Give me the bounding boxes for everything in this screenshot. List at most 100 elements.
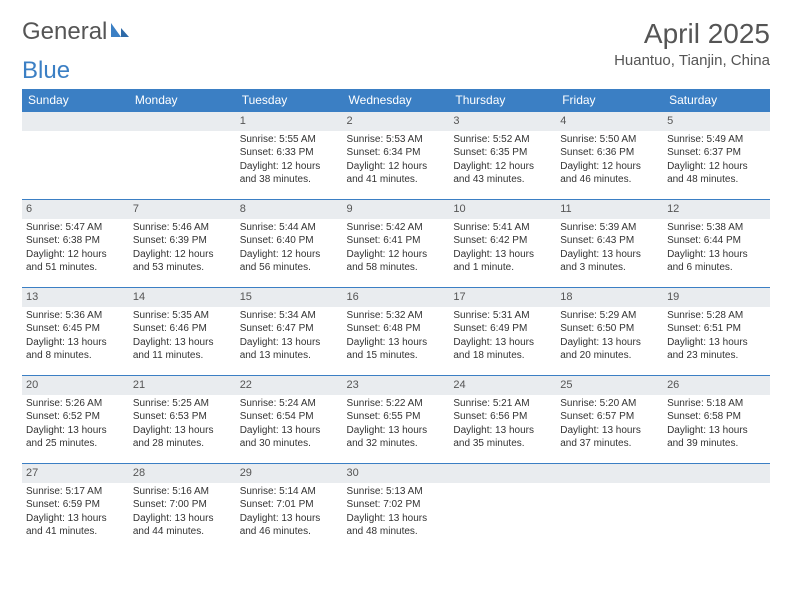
logo-text-1: General <box>22 18 107 46</box>
weekday-header: Thursday <box>449 89 556 112</box>
weekday-header: Sunday <box>22 89 129 112</box>
day-number: 19 <box>663 288 770 307</box>
calendar-day-cell <box>556 464 663 552</box>
day-details: Sunrise: 5:49 AMSunset: 6:37 PMDaylight:… <box>667 133 766 187</box>
day-number: 16 <box>343 288 450 307</box>
day-number: 23 <box>343 376 450 395</box>
day-number: 8 <box>236 200 343 219</box>
calendar-day-cell: 29 Sunrise: 5:14 AMSunset: 7:01 PMDayligh… <box>236 464 343 552</box>
day-details: Sunrise: 5:22 AMSunset: 6:55 PMDaylight:… <box>347 397 446 451</box>
day-number: 22 <box>236 376 343 395</box>
weekday-header: Saturday <box>663 89 770 112</box>
calendar-day-cell: 13 Sunrise: 5:36 AMSunset: 6:45 PMDayligh… <box>22 288 129 376</box>
calendar-day-cell: 30Sunrise: 5:13 AMSunset: 7:02 PMDayligh… <box>343 464 450 552</box>
day-number: 29 <box>236 464 343 483</box>
day-details: Sunrise: 5:50 AMSunset: 6:36 PMDaylight:… <box>560 133 659 187</box>
day-number: 24 <box>449 376 556 395</box>
day-number: 2 <box>343 112 450 131</box>
day-number: 18 <box>556 288 663 307</box>
day-details: Sunrise: 5:38 AMSunset: 6:44 PMDaylight:… <box>667 221 766 275</box>
weekday-header-row: SundayMondayTuesdayWednesdayThursdayFrid… <box>22 89 770 112</box>
calendar-day-cell: 9 Sunrise: 5:42 AMSunset: 6:41 PMDaylight… <box>343 200 450 288</box>
day-details: Sunrise: 5:29 AMSunset: 6:50 PMDaylight:… <box>560 309 659 363</box>
day-number: 14 <box>129 288 236 307</box>
day-details: Sunrise: 5:34 AMSunset: 6:47 PMDaylight:… <box>240 309 339 363</box>
day-number-empty <box>22 112 129 131</box>
day-details: Sunrise: 5:47 AMSunset: 6:38 PMDaylight:… <box>26 221 125 275</box>
calendar-day-cell: 6 Sunrise: 5:47 AMSunset: 6:38 PMDaylight… <box>22 200 129 288</box>
day-details: Sunrise: 5:44 AMSunset: 6:40 PMDaylight:… <box>240 221 339 275</box>
day-number: 17 <box>449 288 556 307</box>
calendar-day-cell: 5 Sunrise: 5:49 AMSunset: 6:37 PMDaylight… <box>663 112 770 200</box>
calendar-day-cell <box>663 464 770 552</box>
calendar-day-cell <box>129 112 236 200</box>
calendar-day-cell: 28Sunrise: 5:16 AMSunset: 7:00 PMDayligh… <box>129 464 236 552</box>
calendar-week-row: 20Sunrise: 5:26 AMSunset: 6:52 PMDayligh… <box>22 376 770 464</box>
calendar-day-cell: 17 Sunrise: 5:31 AMSunset: 6:49 PMDayligh… <box>449 288 556 376</box>
day-number: 9 <box>343 200 450 219</box>
calendar-day-cell: 8 Sunrise: 5:44 AMSunset: 6:40 PMDaylight… <box>236 200 343 288</box>
day-details: Sunrise: 5:25 AMSunset: 6:53 PMDaylight:… <box>133 397 232 451</box>
calendar-day-cell: 3Sunrise: 5:52 AMSunset: 6:35 PMDaylight… <box>449 112 556 200</box>
day-number-empty <box>449 464 556 483</box>
day-number-empty <box>663 464 770 483</box>
calendar-day-cell: 24 Sunrise: 5:21 AMSunset: 6:56 PMDayligh… <box>449 376 556 464</box>
day-number: 4 <box>556 112 663 131</box>
day-details: Sunrise: 5:20 AMSunset: 6:57 PMDaylight:… <box>560 397 659 451</box>
weekday-header: Tuesday <box>236 89 343 112</box>
calendar-day-cell: 18 Sunrise: 5:29 AMSunset: 6:50 PMDayligh… <box>556 288 663 376</box>
day-number: 11 <box>556 200 663 219</box>
day-details: Sunrise: 5:36 AMSunset: 6:45 PMDaylight:… <box>26 309 125 363</box>
calendar-day-cell: 16Sunrise: 5:32 AMSunset: 6:48 PMDayligh… <box>343 288 450 376</box>
calendar-day-cell: 4 Sunrise: 5:50 AMSunset: 6:36 PMDaylight… <box>556 112 663 200</box>
day-number: 21 <box>129 376 236 395</box>
calendar-day-cell: 7Sunrise: 5:46 AMSunset: 6:39 PMDaylight… <box>129 200 236 288</box>
day-number: 5 <box>663 112 770 131</box>
day-details: Sunrise: 5:52 AMSunset: 6:35 PMDaylight:… <box>453 133 552 187</box>
calendar-day-cell: 15 Sunrise: 5:34 AMSunset: 6:47 PMDayligh… <box>236 288 343 376</box>
day-details: Sunrise: 5:41 AMSunset: 6:42 PMDaylight:… <box>453 221 552 275</box>
calendar-day-cell: 2 Sunrise: 5:53 AMSunset: 6:34 PMDaylight… <box>343 112 450 200</box>
page-title: April 2025 <box>614 18 770 50</box>
day-details: Sunrise: 5:14 AMSunset: 7:01 PMDaylight:… <box>240 485 339 539</box>
calendar-day-cell: 19 Sunrise: 5:28 AMSunset: 6:51 PMDayligh… <box>663 288 770 376</box>
day-details: Sunrise: 5:39 AMSunset: 6:43 PMDaylight:… <box>560 221 659 275</box>
weekday-header: Wednesday <box>343 89 450 112</box>
day-number: 7 <box>129 200 236 219</box>
day-number-empty <box>129 112 236 131</box>
calendar-week-row: 13 Sunrise: 5:36 AMSunset: 6:45 PMDayligh… <box>22 288 770 376</box>
day-details: Sunrise: 5:16 AMSunset: 7:00 PMDaylight:… <box>133 485 232 539</box>
calendar-day-cell <box>22 112 129 200</box>
day-details: Sunrise: 5:31 AMSunset: 6:49 PMDaylight:… <box>453 309 552 363</box>
calendar-week-row: 6 Sunrise: 5:47 AMSunset: 6:38 PMDaylight… <box>22 200 770 288</box>
calendar-day-cell: 10 Sunrise: 5:41 AMSunset: 6:42 PMDayligh… <box>449 200 556 288</box>
day-number: 26 <box>663 376 770 395</box>
calendar-week-row: 27Sunrise: 5:17 AMSunset: 6:59 PMDayligh… <box>22 464 770 552</box>
calendar-day-cell: 20Sunrise: 5:26 AMSunset: 6:52 PMDayligh… <box>22 376 129 464</box>
day-number: 6 <box>22 200 129 219</box>
day-number: 15 <box>236 288 343 307</box>
day-details: Sunrise: 5:42 AMSunset: 6:41 PMDaylight:… <box>347 221 446 275</box>
weekday-header: Monday <box>129 89 236 112</box>
logo: General <box>22 18 131 46</box>
day-details: Sunrise: 5:21 AMSunset: 6:56 PMDaylight:… <box>453 397 552 451</box>
calendar-day-cell: 21 Sunrise: 5:25 AMSunset: 6:53 PMDayligh… <box>129 376 236 464</box>
day-details: Sunrise: 5:24 AMSunset: 6:54 PMDaylight:… <box>240 397 339 451</box>
day-details: Sunrise: 5:53 AMSunset: 6:34 PMDaylight:… <box>347 133 446 187</box>
calendar-day-cell: 27Sunrise: 5:17 AMSunset: 6:59 PMDayligh… <box>22 464 129 552</box>
day-number: 10 <box>449 200 556 219</box>
calendar-table: SundayMondayTuesdayWednesdayThursdayFrid… <box>22 89 770 552</box>
day-number: 12 <box>663 200 770 219</box>
calendar-day-cell: 26Sunrise: 5:18 AMSunset: 6:58 PMDayligh… <box>663 376 770 464</box>
logo-sail-icon <box>109 19 131 39</box>
day-details: Sunrise: 5:13 AMSunset: 7:02 PMDaylight:… <box>347 485 446 539</box>
day-details: Sunrise: 5:35 AMSunset: 6:46 PMDaylight:… <box>133 309 232 363</box>
calendar-day-cell <box>449 464 556 552</box>
calendar-day-cell: 25 Sunrise: 5:20 AMSunset: 6:57 PMDayligh… <box>556 376 663 464</box>
day-details: Sunrise: 5:28 AMSunset: 6:51 PMDaylight:… <box>667 309 766 363</box>
day-number: 25 <box>556 376 663 395</box>
day-number: 13 <box>22 288 129 307</box>
day-number: 20 <box>22 376 129 395</box>
day-details: Sunrise: 5:55 AMSunset: 6:33 PMDaylight:… <box>240 133 339 187</box>
calendar-day-cell: 11 Sunrise: 5:39 AMSunset: 6:43 PMDayligh… <box>556 200 663 288</box>
